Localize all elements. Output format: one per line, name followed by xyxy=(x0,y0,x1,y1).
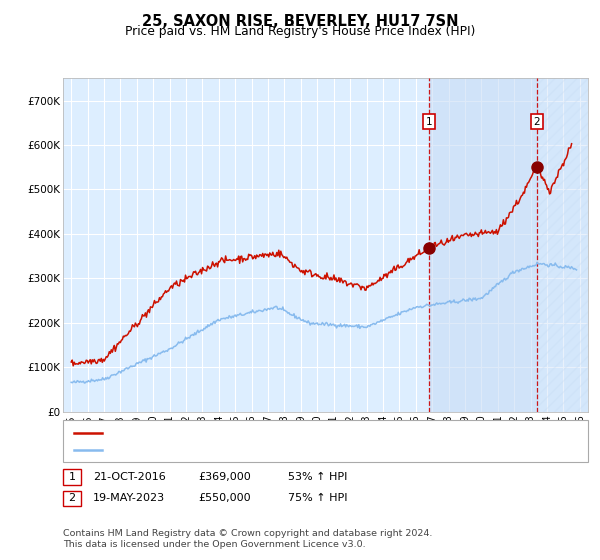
Bar xyxy=(537,78,588,412)
Text: 53% ↑ HPI: 53% ↑ HPI xyxy=(288,472,347,482)
Text: 19-MAY-2023: 19-MAY-2023 xyxy=(93,493,165,503)
Text: 1: 1 xyxy=(425,116,432,127)
Text: £550,000: £550,000 xyxy=(198,493,251,503)
Text: 25, SAXON RISE, BEVERLEY, HU17 7SN (detached house): 25, SAXON RISE, BEVERLEY, HU17 7SN (deta… xyxy=(109,428,422,437)
Text: Price paid vs. HM Land Registry's House Price Index (HPI): Price paid vs. HM Land Registry's House … xyxy=(125,25,475,38)
Text: 75% ↑ HPI: 75% ↑ HPI xyxy=(288,493,347,503)
Text: 25, SAXON RISE, BEVERLEY, HU17 7SN: 25, SAXON RISE, BEVERLEY, HU17 7SN xyxy=(142,14,458,29)
Text: 2: 2 xyxy=(533,116,540,127)
Text: HPI: Average price, detached house, East Riding of Yorkshire: HPI: Average price, detached house, East… xyxy=(109,445,440,455)
Text: 2: 2 xyxy=(68,493,76,503)
Text: £369,000: £369,000 xyxy=(198,472,251,482)
Text: 21-OCT-2016: 21-OCT-2016 xyxy=(93,472,166,482)
Text: Contains HM Land Registry data © Crown copyright and database right 2024.
This d: Contains HM Land Registry data © Crown c… xyxy=(63,529,433,549)
Text: 1: 1 xyxy=(68,472,76,482)
Bar xyxy=(429,78,537,412)
